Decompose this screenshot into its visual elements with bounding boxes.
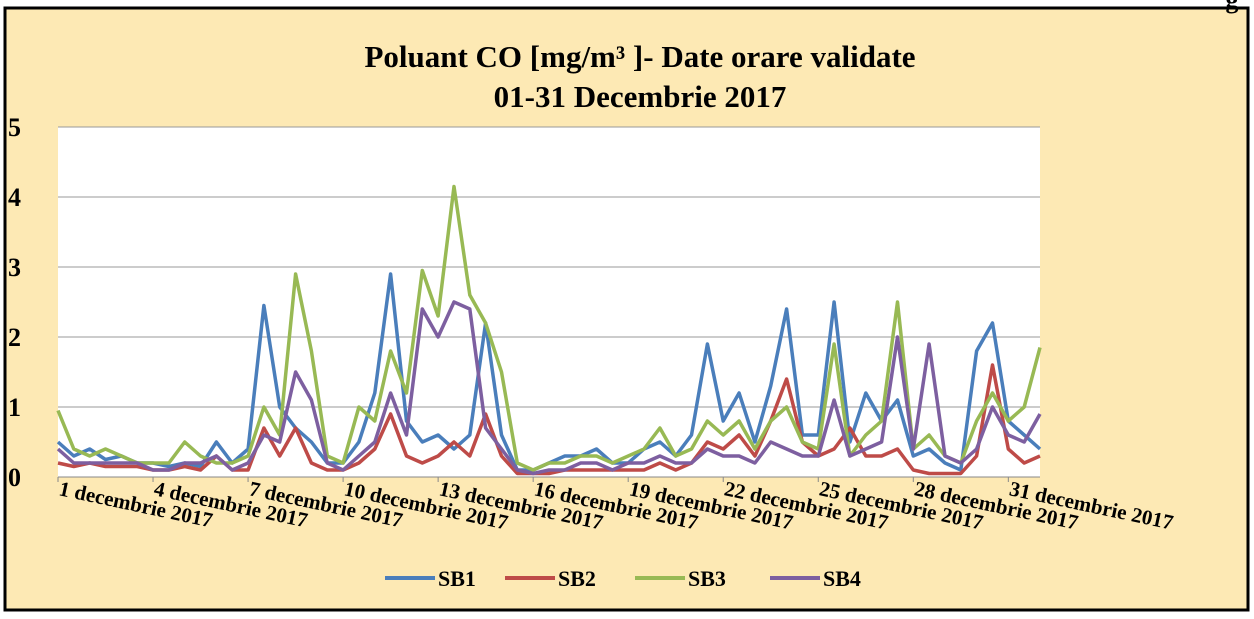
legend-label: SB2	[558, 566, 596, 591]
y-tick-label: 2	[8, 323, 21, 352]
page-fragment: g	[1226, 0, 1239, 14]
y-tick-label: 0	[8, 463, 21, 492]
y-tick-label: 1	[8, 393, 21, 422]
chart-title: Poluant CO [mg/m³ ]- Date orare validate	[364, 39, 915, 74]
legend-label: SB3	[688, 566, 726, 591]
plot-area	[58, 127, 1040, 477]
chart-subtitle: 01-31 Decembrie 2017	[494, 79, 787, 114]
y-tick-label: 4	[8, 183, 21, 212]
series-line	[56, 300, 1042, 476]
legend-label: SB1	[438, 566, 476, 591]
y-tick-label: 5	[8, 113, 21, 142]
legend-label: SB4	[823, 566, 861, 591]
y-tick-label: 3	[8, 253, 21, 282]
